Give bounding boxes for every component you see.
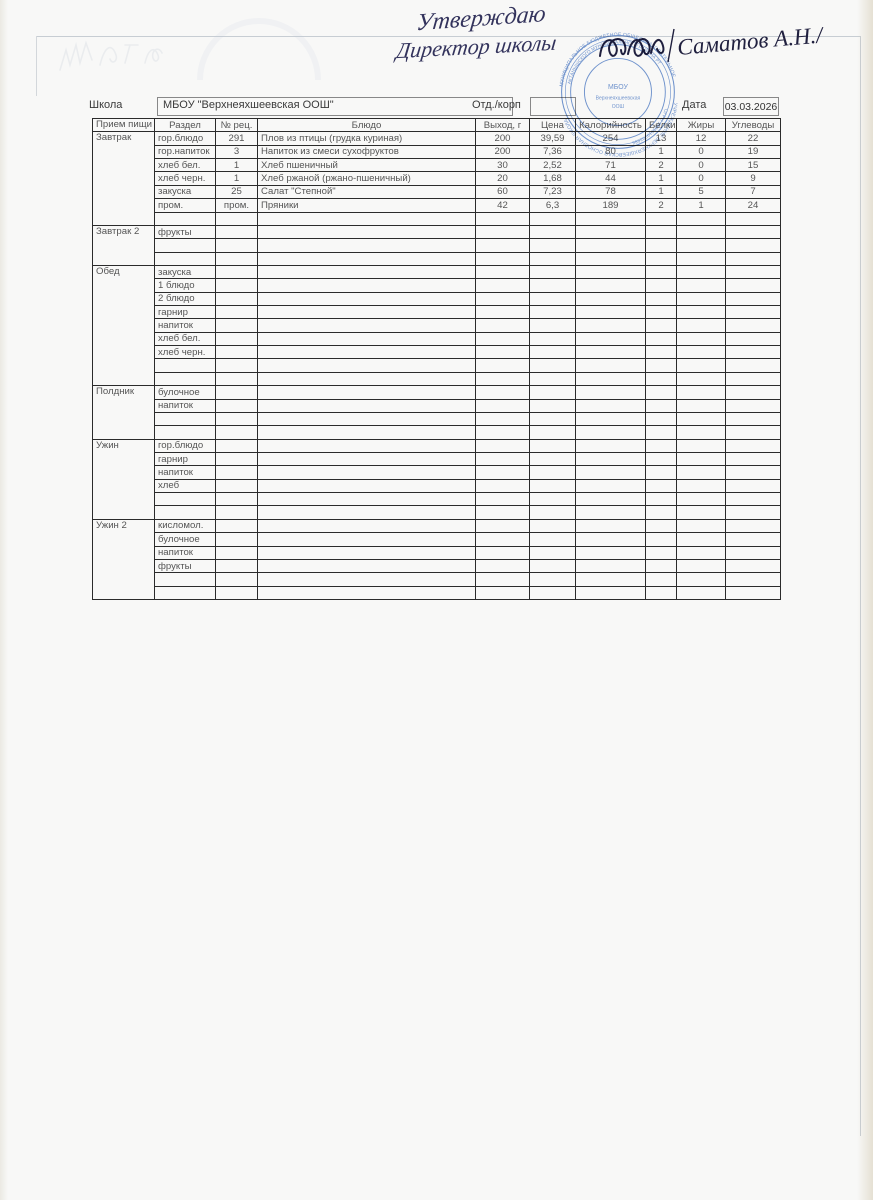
svg-text:Верхнеяхшеевская: Верхнеяхшеевская <box>596 95 641 101</box>
svg-text:УЧРЕЖДЕНИЕ ВЕРХНЕЯХШЕЕВСКАЯ ОС: УЧРЕЖДЕНИЕ ВЕРХНЕЯХШЕЕВСКАЯ ОСНОВНАЯ ШКО… <box>563 102 678 157</box>
svg-text:ООШ: ООШ <box>612 104 625 110</box>
svg-text:МБОУ: МБОУ <box>608 84 628 91</box>
svg-text:Саматов А.Н./: Саматов А.Н./ <box>676 22 826 60</box>
